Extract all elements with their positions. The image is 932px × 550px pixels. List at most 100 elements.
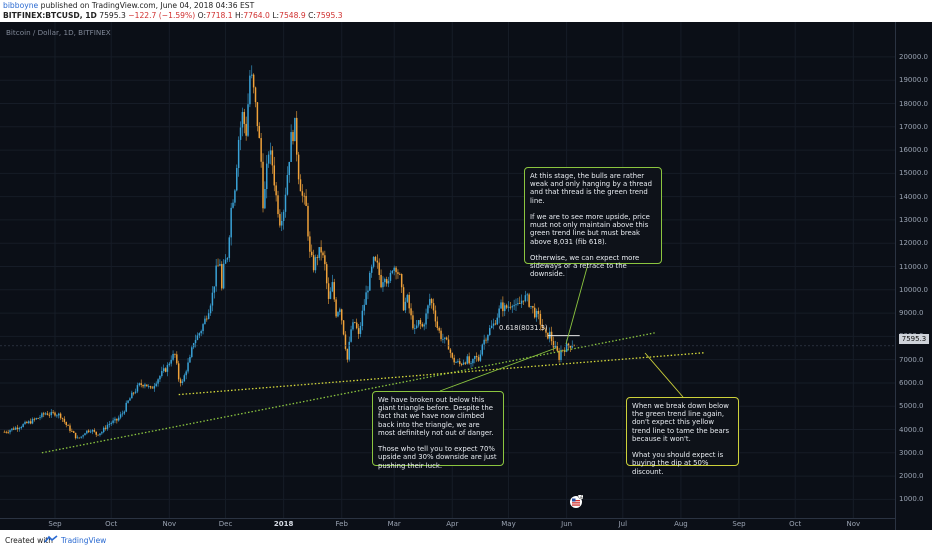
candle-body [494, 323, 497, 325]
note-top[interactable]: At this stage, the bulls are rather weak… [524, 167, 662, 278]
ohlc-line: BITFINEX:BTCUSD, 1D 7595.3 −122.7 (−1.59… [3, 11, 343, 20]
candle-body [389, 272, 392, 281]
note-middle[interactable]: We have broken out below this giant tria… [372, 391, 504, 470]
candle-body [234, 190, 236, 203]
candle-body [438, 327, 440, 331]
x-tick-label: Apr [446, 520, 459, 528]
event-flag-icon[interactable]: 2 [569, 495, 583, 509]
candle-body [166, 365, 169, 372]
candle-body [361, 310, 364, 327]
author-link[interactable]: bibboyne [3, 1, 39, 10]
candle-body [350, 329, 352, 342]
tradingview-link[interactable]: TradingView [61, 536, 107, 545]
candle-body [82, 435, 84, 437]
candle-body [170, 359, 172, 364]
candle-body [556, 345, 558, 351]
candle-body [43, 413, 45, 415]
y-tick-label: 16000.0 [899, 146, 928, 155]
candle-body [110, 422, 112, 424]
candle-body [134, 391, 137, 393]
candle-body [16, 427, 19, 430]
symbol-label: BITFINEX:BTCUSD, 1D [3, 11, 97, 20]
green-trend-line [41, 332, 655, 454]
candle-body [54, 412, 56, 416]
candle-body [340, 309, 343, 321]
candle-body [76, 437, 79, 439]
candle-body [522, 300, 525, 302]
y-tick-label: 14000.0 [899, 192, 928, 201]
candle-body [498, 308, 500, 318]
candle-body [116, 418, 118, 421]
candle-body [414, 328, 416, 329]
candle-body [196, 335, 199, 340]
price-axis[interactable]: 1000.0 2000.0 3000.0 4000.0 5000.0 6000.0 7000… [895, 22, 932, 530]
candle-body [382, 282, 384, 288]
candle-body [119, 414, 122, 418]
candle-body [369, 272, 371, 291]
candle-body [204, 318, 206, 325]
candle-body [331, 282, 334, 292]
open-label: O: [197, 11, 207, 20]
candle-body [459, 361, 461, 364]
candle-body [355, 322, 358, 329]
candle-body [391, 270, 394, 273]
candle-body [367, 290, 369, 293]
candle-body [271, 150, 274, 166]
candle-body [464, 362, 467, 364]
note-right[interactable]: When we break down below the green trend… [626, 397, 739, 476]
candle-body [526, 294, 528, 296]
candle-body [279, 214, 281, 226]
y-tick-label: 7000.0 [899, 355, 924, 364]
candle-body [57, 413, 60, 416]
candle-body [267, 154, 270, 164]
candle-body [485, 339, 487, 341]
candle-body [352, 322, 354, 330]
candle-body [159, 376, 161, 380]
candle-body [194, 339, 197, 344]
candle-body [3, 431, 6, 433]
candle-body [451, 352, 454, 358]
candle-body [24, 421, 26, 425]
candle-body [273, 165, 276, 186]
candle-body [513, 305, 515, 307]
candle-body [410, 308, 412, 316]
candle-body [487, 335, 489, 341]
candle-body [297, 154, 300, 180]
candle-body [232, 202, 234, 208]
candle-body [363, 304, 365, 311]
candle-body [376, 260, 379, 263]
x-tick-label: Nov [162, 520, 177, 528]
candle-body [9, 430, 11, 433]
candle-body [524, 295, 527, 302]
candle-body [117, 417, 120, 421]
candle-body [384, 279, 386, 283]
candle-body [275, 185, 277, 196]
candle-body [436, 321, 439, 328]
candle-body [65, 421, 67, 425]
candle-body [29, 421, 32, 424]
candle-body [236, 168, 238, 191]
candle-body [237, 139, 240, 169]
tradingview-logo-icon [44, 535, 58, 543]
candle-body [445, 337, 448, 340]
candle-body [399, 273, 401, 275]
candle-body [303, 195, 305, 197]
candle-body [149, 386, 152, 388]
y-tick-label: 10000.0 [899, 285, 928, 294]
candle-body [147, 386, 150, 387]
candle-body [322, 252, 324, 256]
time-axis[interactable]: Sep Oct Nov Dec 2018 Feb Mar Apr May Jun Jul Aug Sep… [0, 518, 895, 531]
candle-body [59, 413, 62, 418]
candle-body [106, 424, 109, 429]
candle-body [434, 310, 437, 322]
candle-body [89, 431, 92, 433]
candle-body [5, 431, 8, 433]
candle-body [385, 279, 388, 284]
chart-area[interactable]: Bitcoin / Dollar, 1D, BITFINEX 1000.0 200… [0, 22, 932, 530]
candle-body [93, 430, 96, 432]
candle-body [397, 272, 399, 274]
candle-body [52, 412, 54, 413]
candle-body [292, 132, 294, 142]
candle-body [359, 326, 362, 334]
x-tick-label: Aug [674, 520, 688, 528]
